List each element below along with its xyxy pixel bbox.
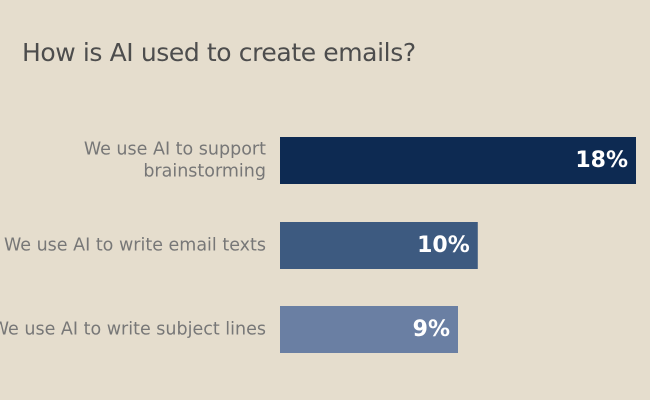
value-label-2: 10% <box>417 233 470 258</box>
value-label-3: 9% <box>413 317 450 342</box>
bar-3 <box>280 306 458 353</box>
category-label-1-line-1: We use AI to support <box>84 140 266 160</box>
category-label-1-line-2: brainstorming <box>143 162 266 182</box>
bar-2 <box>280 222 478 269</box>
chart-title: How is AI used to create emails? <box>22 38 416 67</box>
category-label-3: We use AI to write subject lines <box>0 320 266 340</box>
category-label-2: We use AI to write email texts <box>4 236 266 256</box>
value-label-1: 18% <box>575 148 628 173</box>
bar-1 <box>280 137 636 184</box>
